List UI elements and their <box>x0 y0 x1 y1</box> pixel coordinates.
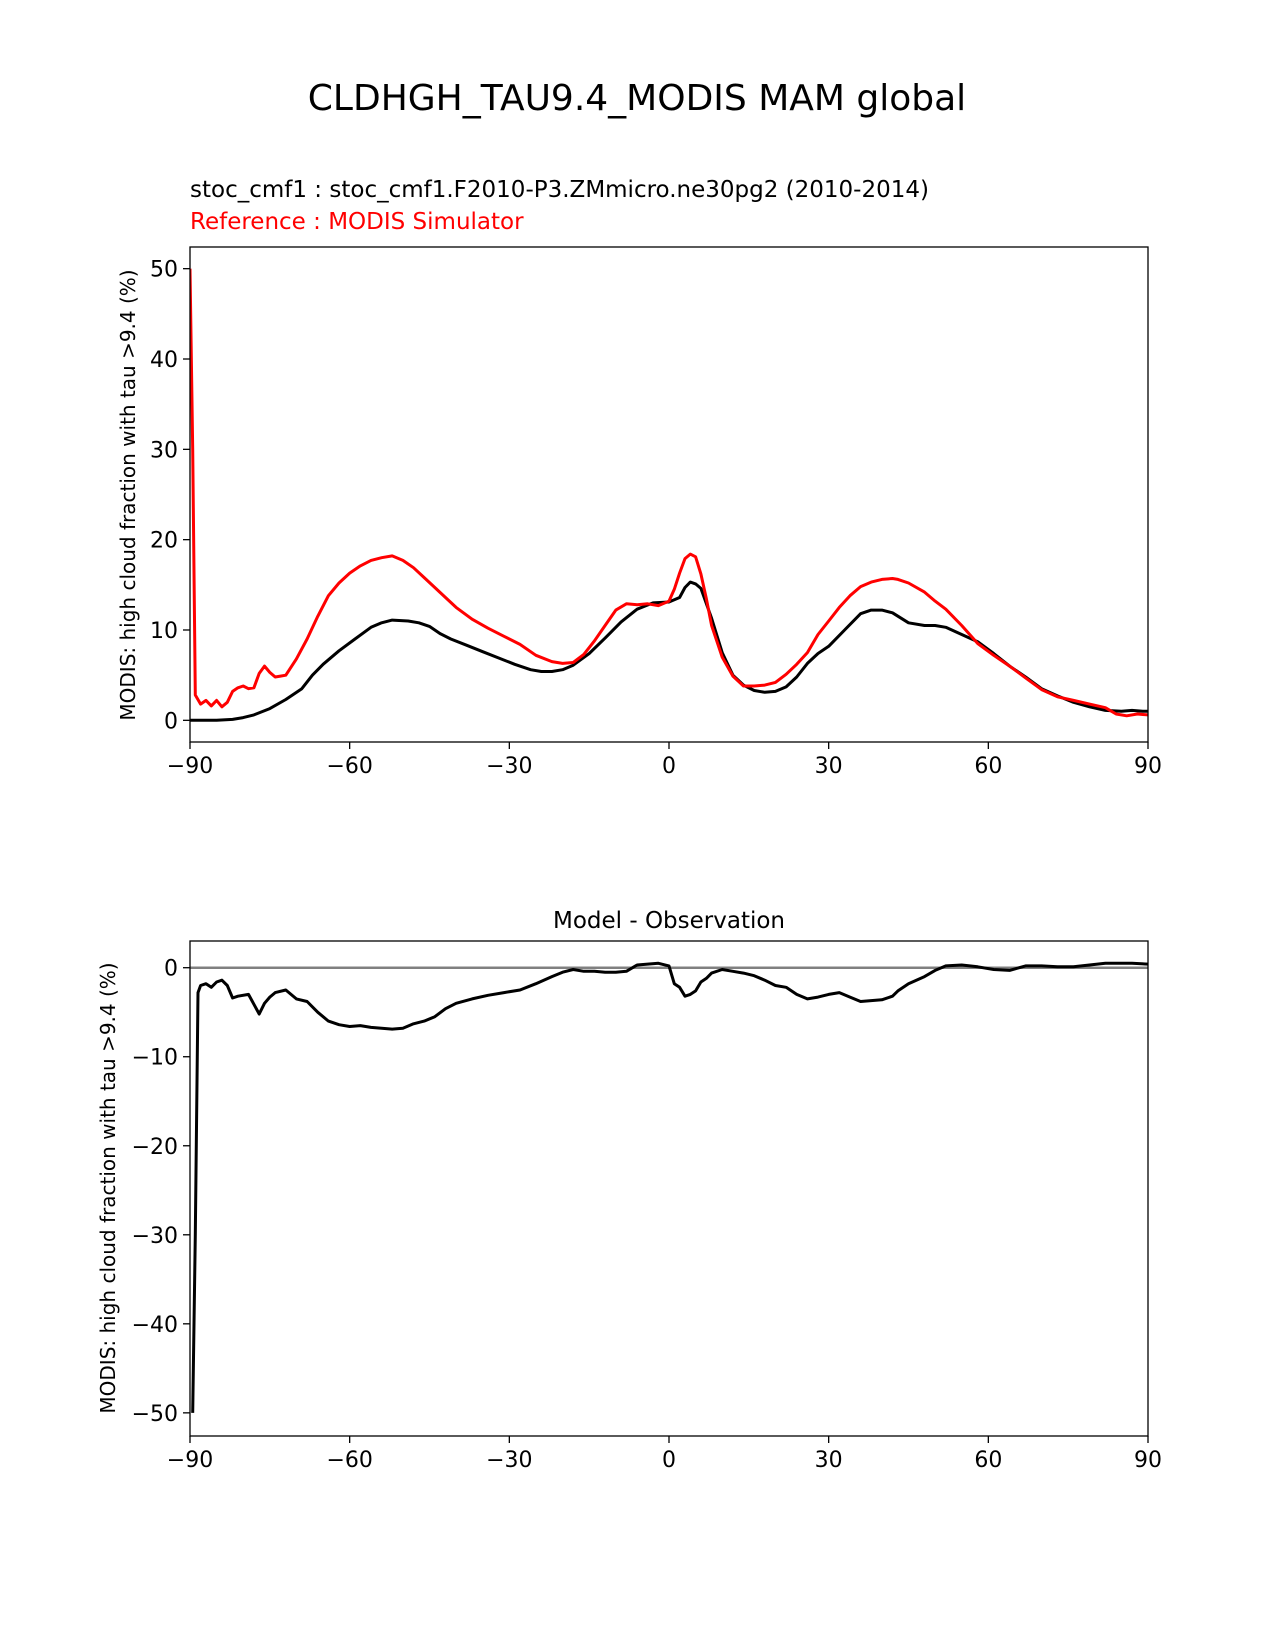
top-plot-area <box>190 268 1148 722</box>
top-panel-reference-subtitle: Reference : MODIS Simulator <box>190 209 524 235</box>
bottom-x-tick-label: −90 <box>167 1448 213 1473</box>
top-series-modis-simulator <box>190 268 1148 718</box>
bottom-x-tick-label: 0 <box>662 1448 676 1473</box>
top-x-tick-label: −90 <box>167 754 213 779</box>
bottom-x-tick-label: 30 <box>815 1448 843 1473</box>
top-y-axis-label: MODIS: high cloud fraction with tau >9.4… <box>116 269 140 720</box>
top-x-tick-label: 60 <box>974 754 1002 779</box>
top-x-tick-label: −30 <box>486 754 532 779</box>
top-panel: stoc_cmf1 : stoc_cmf1.F2010-P3.ZMmicro.n… <box>116 177 1162 779</box>
top-x-tick-label: −60 <box>326 754 372 779</box>
top-y-tick-label: 0 <box>164 709 178 734</box>
bottom-panel: Model - Observation −90 −60 −30 0 30 60 90 0 −10… <box>96 908 1162 1473</box>
bottom-series-series-0 <box>191 961 1148 1413</box>
bottom-y-axis-label: MODIS: high cloud fraction with tau >9.4… <box>96 962 120 1413</box>
top-x-tick-label: 0 <box>662 754 676 779</box>
bottom-y-tick-label: −20 <box>132 1135 178 1160</box>
figure-title: CLDHGH_TAU9.4_MODIS MAM global <box>308 78 966 119</box>
top-y-tick-label: 40 <box>150 348 178 373</box>
bottom-x-tick-label: −60 <box>326 1448 372 1473</box>
bottom-panel-title: Model - Observation <box>553 908 785 934</box>
bottom-y-tick-label: −30 <box>132 1224 178 1249</box>
top-y-tick-label: 30 <box>150 438 178 463</box>
top-x-tick-label: 30 <box>815 754 843 779</box>
bottom-plot-area <box>190 961 1148 1413</box>
bottom-y-tick-label: −10 <box>132 1046 178 1071</box>
top-panel-test-subtitle: stoc_cmf1 : stoc_cmf1.F2010-P3.ZMmicro.n… <box>190 177 929 203</box>
top-x-tick-label: 90 <box>1134 754 1162 779</box>
bottom-y-tick-label: 0 <box>164 957 178 982</box>
bottom-axis-ticks: −90 −60 −30 0 30 60 90 0 −10 −20 −30 −40 −50 <box>132 957 1162 1473</box>
top-y-tick-label: 50 <box>150 258 178 283</box>
bottom-y-tick-label: −50 <box>132 1402 178 1427</box>
bottom-x-tick-label: 60 <box>974 1448 1002 1473</box>
top-axis-ticks: −90 −60 −30 0 30 60 90 0 10 20 30 40 50 <box>150 258 1162 779</box>
bottom-y-tick-label: −40 <box>132 1313 178 1338</box>
bottom-x-tick-label: 90 <box>1134 1448 1162 1473</box>
top-y-tick-label: 20 <box>150 529 178 554</box>
bottom-x-tick-label: −30 <box>486 1448 532 1473</box>
top-y-tick-label: 10 <box>150 619 178 644</box>
